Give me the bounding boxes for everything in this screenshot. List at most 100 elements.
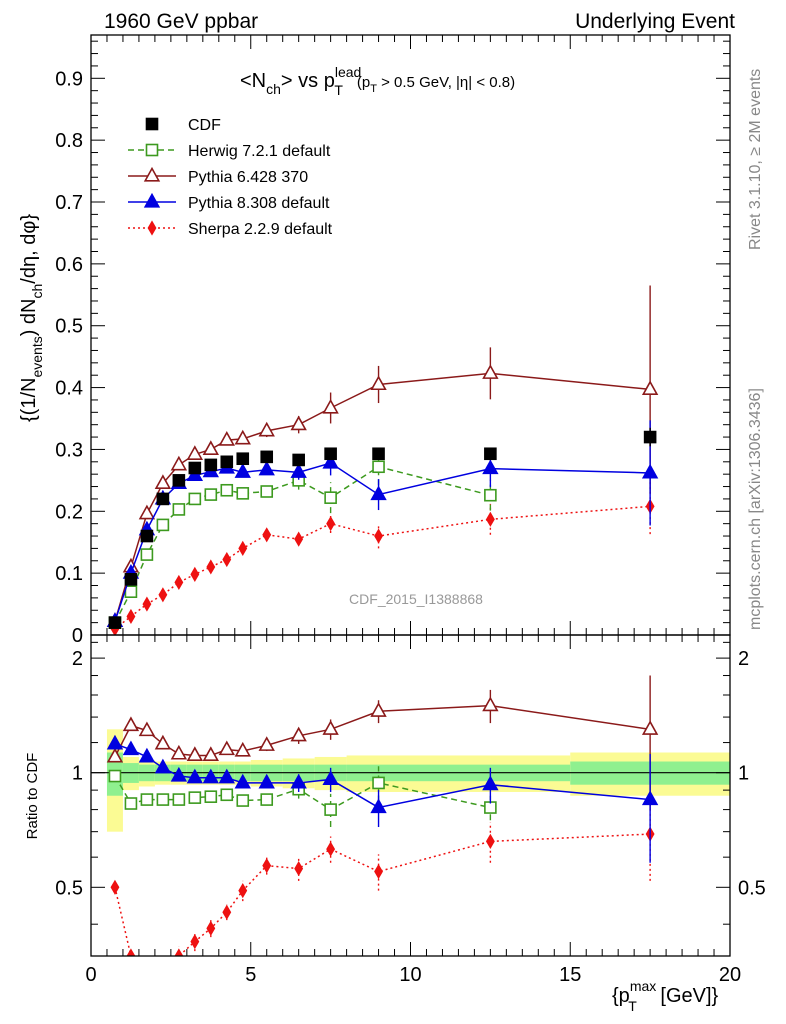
data-point-pythia6 <box>186 746 204 762</box>
data-point-pythia6 <box>641 380 659 396</box>
data-point-sherpa <box>238 883 248 899</box>
data-point-sherpa <box>222 904 232 920</box>
data-point-cdf <box>236 452 250 466</box>
data-point-sherpa <box>190 934 200 950</box>
data-point-pythia8 <box>258 460 275 476</box>
data-point-herwig <box>372 460 385 474</box>
data-point-sherpa <box>222 551 232 568</box>
data-point-herwig <box>172 503 186 516</box>
header-left: 1960 GeV ppbar <box>104 10 258 33</box>
data-point-pythia6 <box>122 716 140 732</box>
data-point-pythia6 <box>290 726 307 742</box>
main-y-tick-label: 0.4 <box>55 378 83 400</box>
data-point-sherpa <box>174 948 184 956</box>
data-point-pythia8 <box>482 459 499 475</box>
main-y-tick-label: 0.1 <box>55 563 83 585</box>
data-point-pythia8 <box>290 463 307 478</box>
main-y-tick-label: 0.9 <box>55 68 83 90</box>
data-point-pythia8 <box>482 775 499 791</box>
ratio-y-axis-label: Ratio to CDF <box>24 753 41 840</box>
legend-marker-pythia6 <box>143 166 161 182</box>
series-herwig <box>108 766 497 828</box>
ratio-y-tick-label-right: 0.5 <box>738 877 766 899</box>
data-point-sherpa <box>294 860 304 877</box>
series-herwig <box>108 448 497 629</box>
side-label-mcplots: mcplots.cern.ch [arXiv:1306.3436] <box>747 388 764 630</box>
ratio-y-tick-label: 0.5 <box>55 877 83 899</box>
data-point-herwig <box>236 487 250 500</box>
x-tick-label: 10 <box>399 964 421 986</box>
data-point-sherpa <box>158 587 168 603</box>
x-tick-label: 20 <box>719 964 741 986</box>
axes: 0 0.1 0.2 0.3 0.4 0.5 0.6 0.7 0.8 0.9 0 5 10 15 20 0.5 0… <box>55 34 766 986</box>
main-panel-series <box>106 285 659 635</box>
data-point-herwig <box>156 518 170 532</box>
data-point-pythia6 <box>218 431 235 446</box>
data-point-herwig <box>204 488 218 501</box>
data-point-herwig <box>236 794 250 807</box>
data-point-herwig <box>260 793 274 806</box>
data-point-herwig <box>172 793 186 806</box>
data-point-pythia6 <box>154 734 172 750</box>
series-cdf <box>108 427 657 629</box>
data-point-pythia8 <box>170 766 188 782</box>
data-point-sherpa <box>262 858 272 874</box>
data-point-herwig <box>188 791 202 804</box>
ratio-y-tick-label-right: 1 <box>738 763 749 785</box>
data-point-pythia6 <box>202 440 219 456</box>
ratio-y-tick-label: 1 <box>72 763 83 785</box>
main-y-tick-label: 0.6 <box>55 254 83 276</box>
data-point-pythia6 <box>370 702 387 717</box>
data-point-pythia8 <box>234 463 251 478</box>
data-point-sherpa <box>126 608 136 625</box>
legend-marker-herwig <box>145 143 159 157</box>
ratio-panel-series <box>106 675 659 973</box>
ratio-y-tick-label-right: 2 <box>738 648 749 670</box>
main-y-tick-label: 0 <box>72 625 83 647</box>
data-point-herwig <box>124 585 138 599</box>
data-point-pythia6 <box>218 740 235 756</box>
ratio-uncertainty-band <box>91 729 730 832</box>
data-point-sherpa <box>142 596 152 612</box>
legend-marker-pythia8 <box>143 192 161 208</box>
legend-entry-pythia6: Pythia 6.428 370 <box>128 166 308 186</box>
data-point-cdf <box>140 529 154 543</box>
data-point-herwig <box>108 769 122 783</box>
data-point-pythia8 <box>370 798 387 814</box>
data-point-cdf <box>372 447 385 461</box>
data-point-pythia6 <box>234 429 251 445</box>
main-y-tick-label: 0.5 <box>55 316 83 338</box>
data-point-sherpa <box>126 948 136 956</box>
data-point-cdf <box>204 458 218 472</box>
data-point-pythia8 <box>641 463 659 479</box>
legend-entry-cdf: CDF <box>145 117 221 134</box>
data-point-sherpa <box>206 559 216 575</box>
data-point-cdf <box>292 453 305 467</box>
data-point-pythia8 <box>122 740 140 756</box>
header-right: Underlying Event <box>575 10 735 33</box>
ratio-y-tick-label: 2 <box>72 648 83 670</box>
data-point-sherpa <box>262 527 272 543</box>
x-axis-label: {pmax T [GeV]} <box>612 978 719 1014</box>
data-point-pythia6 <box>202 746 219 762</box>
data-point-sherpa <box>143 960 151 973</box>
data-point-sherpa <box>110 879 120 895</box>
data-point-herwig <box>260 485 274 498</box>
data-point-herwig <box>124 797 138 810</box>
data-point-cdf <box>108 616 122 629</box>
series-line-sherpa <box>114 833 651 956</box>
legend-marker-sherpa <box>147 220 157 236</box>
data-point-sherpa <box>174 574 184 591</box>
main-y-axis-label: {(1/Nevents) dNch/dη, dφ} <box>18 214 45 422</box>
data-point-sherpa <box>326 516 336 532</box>
legend-label-sherpa: Sherpa 2.2.9 default <box>188 221 333 238</box>
data-point-sherpa <box>294 531 304 547</box>
data-point-herwig <box>156 793 170 806</box>
legend: CDF Herwig 7.2.1 default Pythia 6.428 370 P… <box>128 117 333 238</box>
data-point-cdf <box>156 492 170 506</box>
data-point-pythia6 <box>170 455 188 471</box>
data-point-pythia8 <box>641 790 659 806</box>
x-tick-label: 15 <box>559 964 581 986</box>
data-point-sherpa <box>326 841 336 857</box>
data-point-herwig <box>188 492 202 506</box>
